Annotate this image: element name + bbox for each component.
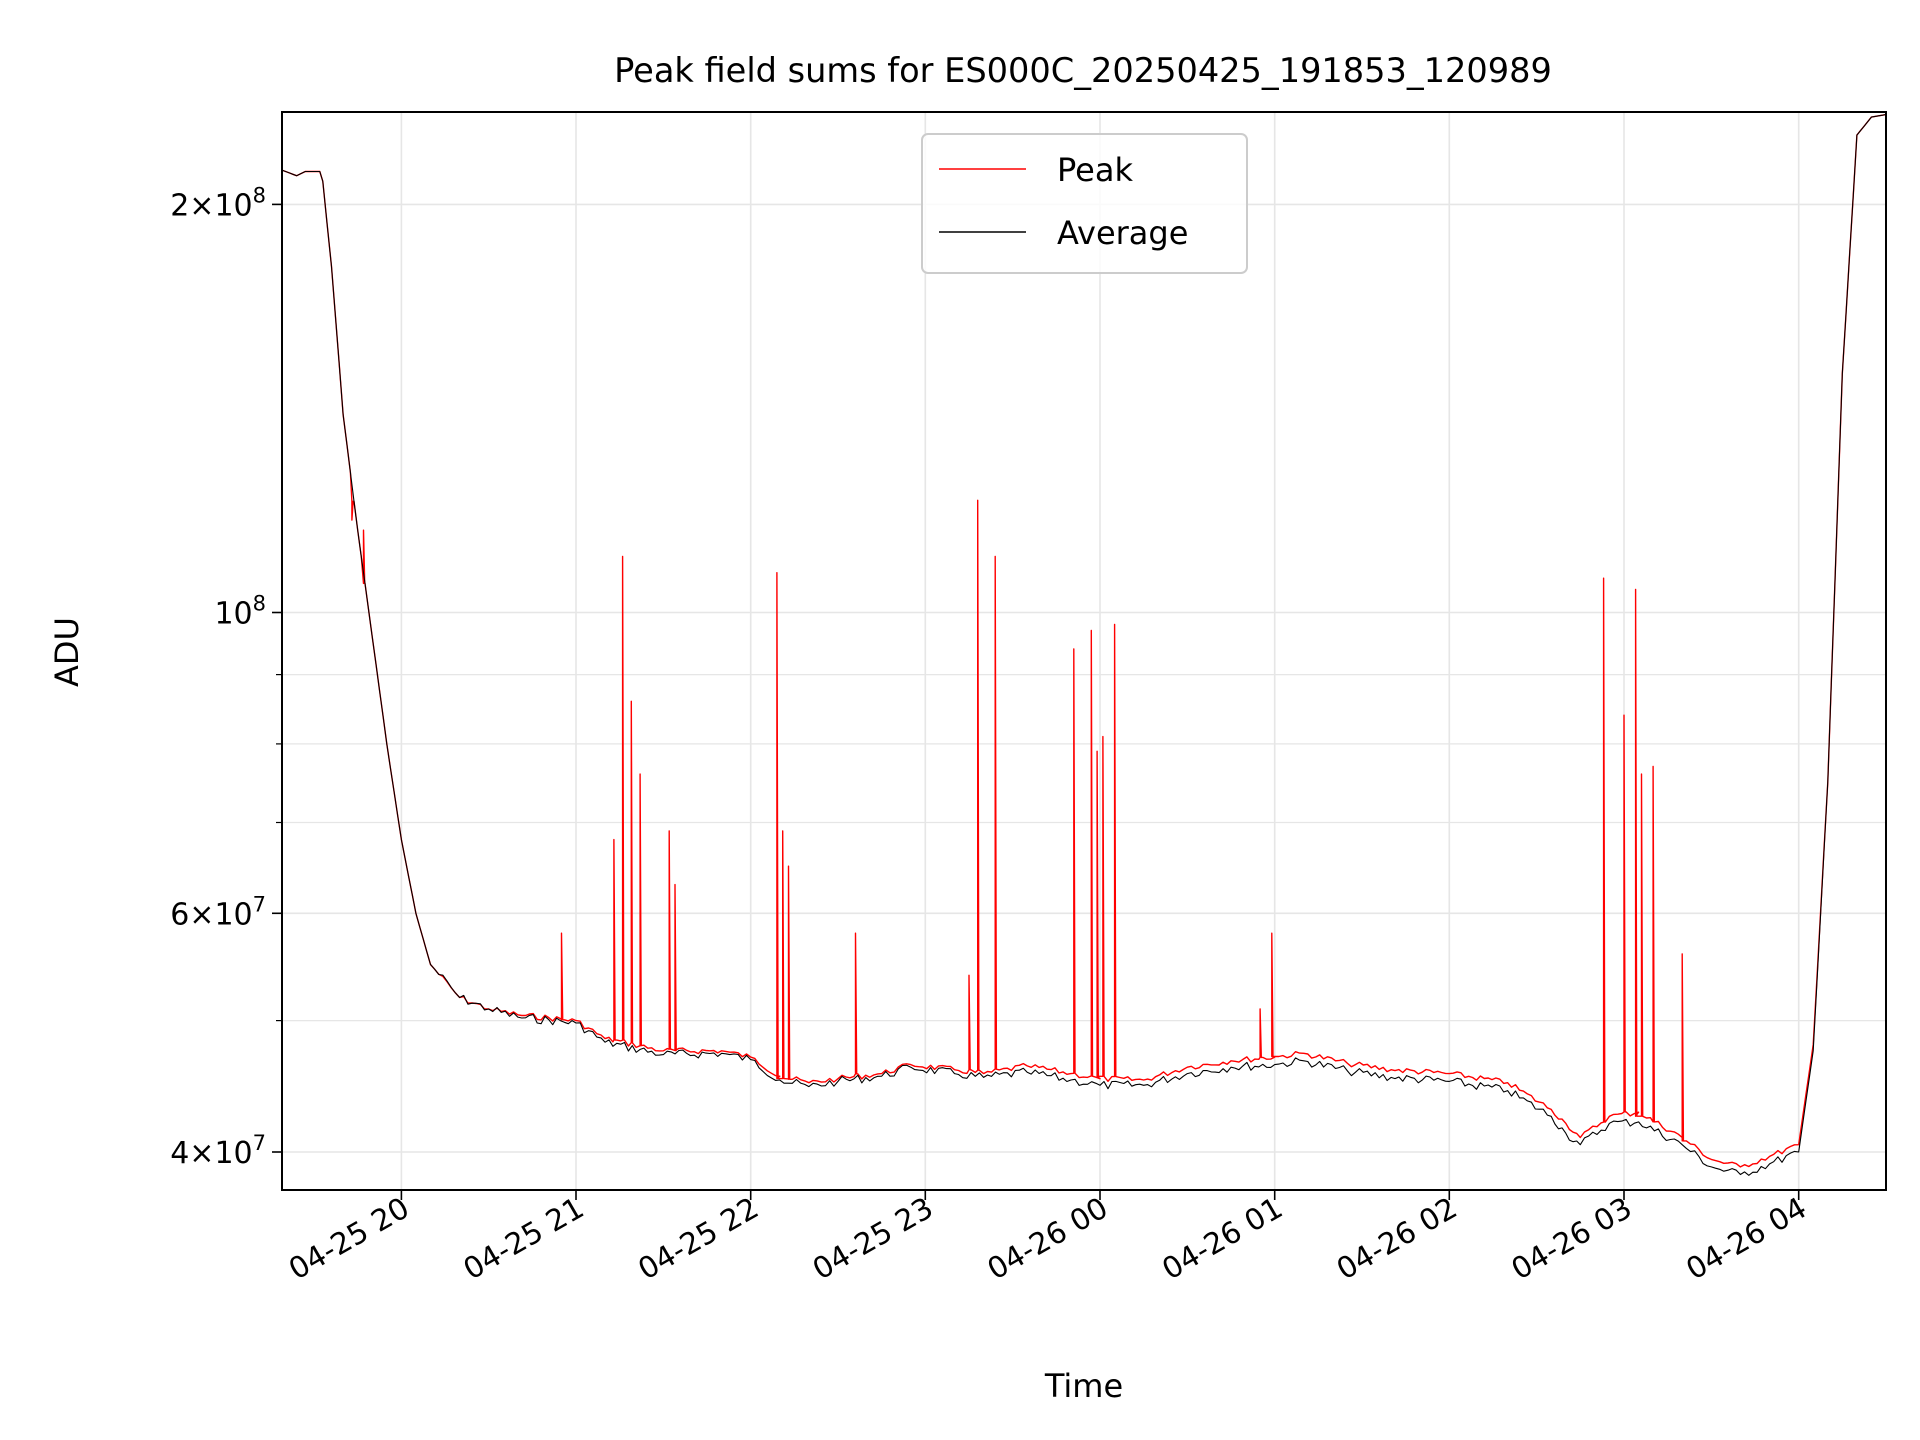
x-axis-label: Time [1044,1367,1123,1405]
x-tick-label-5: 04-26 01 [1156,1191,1288,1287]
plot-area [282,113,1886,1176]
series-layer [282,113,1886,1176]
chart-title: Peak field sums for ES000C_20250425_1918… [614,51,1552,90]
x-tick-label-4: 04-26 00 [982,1191,1114,1287]
legend-label-average: Average [1057,214,1188,252]
series-line-peak [282,113,1886,1168]
legend: Peak Average [921,133,1248,274]
x-tick-label-1: 04-25 21 [458,1191,590,1287]
y-tick-label-2: 108 [214,592,266,632]
legend-label-peak: Peak [1057,151,1133,189]
x-tick-label-6: 04-26 02 [1331,1191,1463,1287]
x-tick-label-7: 04-26 03 [1506,1191,1638,1287]
x-tick-label-8: 04-26 04 [1680,1191,1812,1287]
y-axis-label: ADU [48,617,86,687]
series-line-average [282,113,1886,1176]
x-axis-ticks: 04-25 20 04-25 21 04-25 22 04-25 23 04-26 00… [283,1190,1812,1286]
axes-frame [281,111,1887,1191]
y-axis-ticks: 4×107 6×107 108 2×108 [170,183,282,1171]
x-tick-label-2: 04-25 22 [632,1191,764,1287]
y-tick-label-1: 6×107 [170,892,266,932]
y-tick-label-3: 2×108 [170,183,266,223]
x-tick-label-0: 04-25 20 [283,1191,415,1287]
y-tick-label-0: 4×107 [170,1131,266,1171]
x-tick-label-3: 04-25 23 [807,1191,939,1287]
